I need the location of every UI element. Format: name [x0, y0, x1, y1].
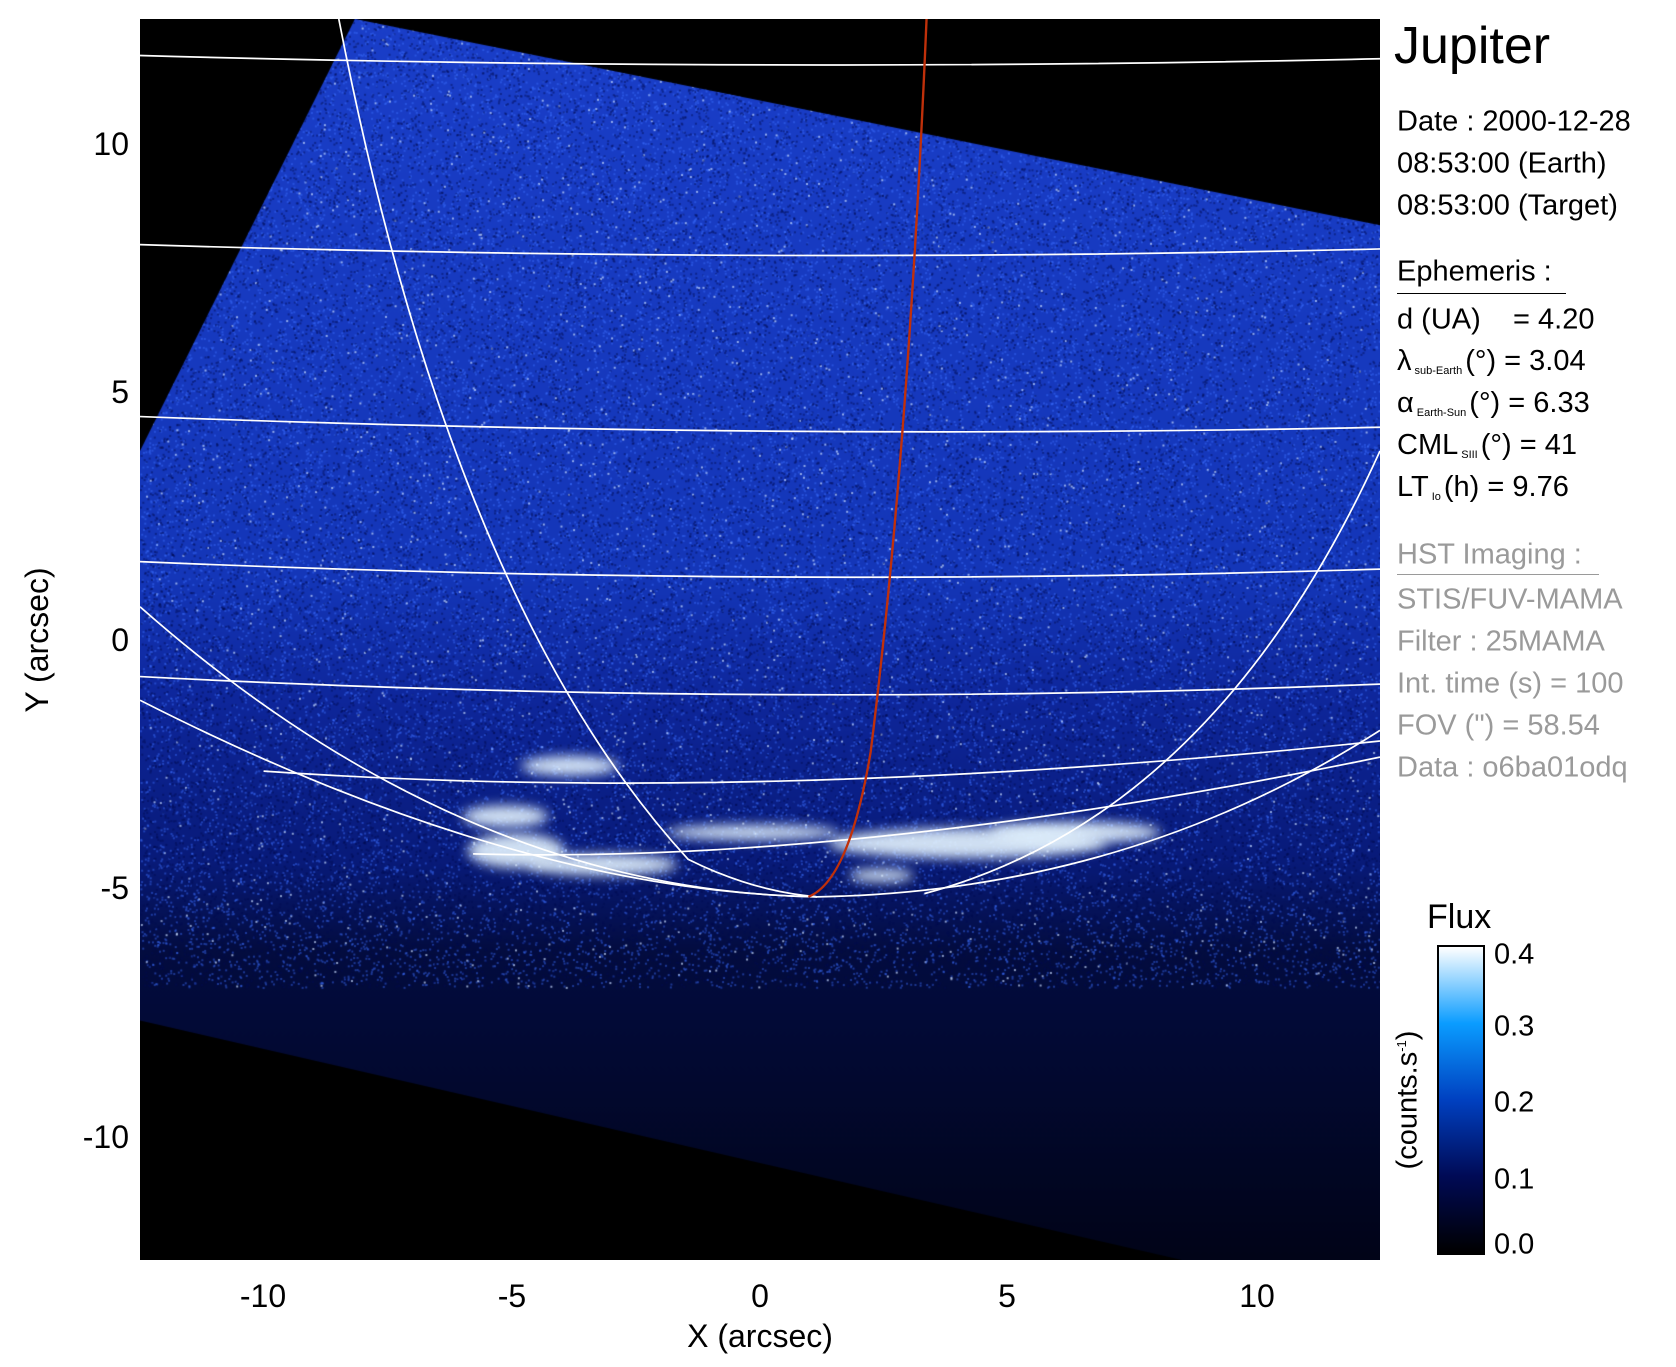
- x-tick-label: 0: [751, 1280, 769, 1312]
- alpha-symbol: α: [1397, 387, 1414, 419]
- date-text: Date : 2000-12-28: [1397, 108, 1631, 137]
- y-axis-label: Y (arcsec): [21, 567, 53, 712]
- colorbar-tick-label: 0.3: [1494, 1013, 1534, 1042]
- cml-row: CML SIII (°) = 41: [1397, 431, 1577, 461]
- x-tick-label: 5: [998, 1280, 1016, 1312]
- cml-sub: SIII: [1461, 449, 1478, 461]
- dataset-text: Data : o6ba01odq: [1397, 754, 1628, 783]
- colorbar-tick-label: 0.1: [1494, 1166, 1534, 1195]
- x-axis-label: X (arcsec): [687, 1320, 833, 1352]
- y-tick-label: 5: [111, 376, 129, 408]
- cml-symbol: CML: [1397, 429, 1458, 461]
- lt-row: LT Io (h) = 9.76: [1397, 473, 1569, 503]
- latitude-line: [264, 741, 1380, 783]
- hst-heading: HST Imaging :: [1397, 541, 1582, 570]
- colorbar-unit-label: (counts.s-1): [1394, 1031, 1423, 1170]
- ephemeris-heading: Ephemeris :: [1397, 258, 1552, 287]
- colorbar-unit-close: ): [1392, 1031, 1424, 1041]
- alpha-sub: Earth-Sun: [1417, 407, 1467, 419]
- ephemeris-underline: [1397, 293, 1566, 294]
- colorbar-unit-text: (counts.s: [1392, 1052, 1424, 1170]
- latitude-line: [140, 562, 1380, 578]
- cml-value: (°) = 41: [1481, 429, 1577, 461]
- y-tick-label: -5: [101, 872, 129, 904]
- meridian: [339, 19, 817, 897]
- io-footprint-line: [808, 19, 926, 897]
- filter-text: Filter : 25MAMA: [1397, 628, 1605, 657]
- lambda-value: (°) = 3.04: [1465, 345, 1585, 377]
- alpha-row: α Earth-Sun (°) = 6.33: [1397, 389, 1590, 419]
- lambda-symbol: λ: [1397, 345, 1412, 377]
- fov-text: FOV (") = 58.54: [1397, 712, 1600, 741]
- x-tick-label: -5: [498, 1280, 526, 1312]
- time-earth-text: 08:53:00 (Earth): [1397, 150, 1607, 179]
- x-tick-label: 10: [1239, 1280, 1275, 1312]
- colorbar-tick-label: 0.0: [1494, 1231, 1534, 1260]
- latitude-line: [140, 56, 1380, 65]
- colorbar-tick-label: 0.2: [1494, 1089, 1534, 1118]
- alpha-value: (°) = 6.33: [1469, 387, 1589, 419]
- latitude-line: [140, 245, 1380, 256]
- time-target-text: 08:53:00 (Target): [1397, 192, 1618, 221]
- distance-value: = 4.20: [1513, 304, 1594, 336]
- distance-row: d (UA) = 4.20: [1397, 306, 1594, 335]
- lt-value: (h) = 9.76: [1444, 471, 1569, 503]
- latitude-line: [473, 757, 1380, 855]
- meridian: [924, 451, 1380, 894]
- latitude-line: [140, 677, 1380, 695]
- colorbar: [1437, 945, 1485, 1255]
- lambda-row: λ sub-Earth (°) = 3.04: [1397, 347, 1586, 377]
- lt-symbol: LT: [1397, 471, 1429, 503]
- colorbar-title: Flux: [1427, 900, 1491, 934]
- lambda-sub: sub-Earth: [1415, 365, 1463, 377]
- distance-label: d (UA): [1397, 304, 1481, 336]
- limb: [140, 700, 1380, 897]
- colorbar-tick-label: 0.4: [1494, 941, 1534, 970]
- lt-sub: Io: [1432, 491, 1441, 503]
- grid-overlay: [140, 19, 1380, 1260]
- x-tick-label: -10: [240, 1280, 286, 1312]
- y-tick-label: 10: [93, 128, 129, 160]
- y-tick-label: -10: [83, 1121, 129, 1153]
- instrument-text: STIS/FUV-MAMA: [1397, 586, 1623, 615]
- int-time-text: Int. time (s) = 100: [1397, 670, 1623, 699]
- hst-underline: [1397, 574, 1599, 575]
- latitude-line: [140, 417, 1380, 432]
- plot-area: [140, 19, 1380, 1260]
- colorbar-unit-exponent: -1: [1394, 1040, 1409, 1052]
- chart-title: Jupiter: [1394, 20, 1550, 72]
- y-tick-label: 0: [111, 624, 129, 656]
